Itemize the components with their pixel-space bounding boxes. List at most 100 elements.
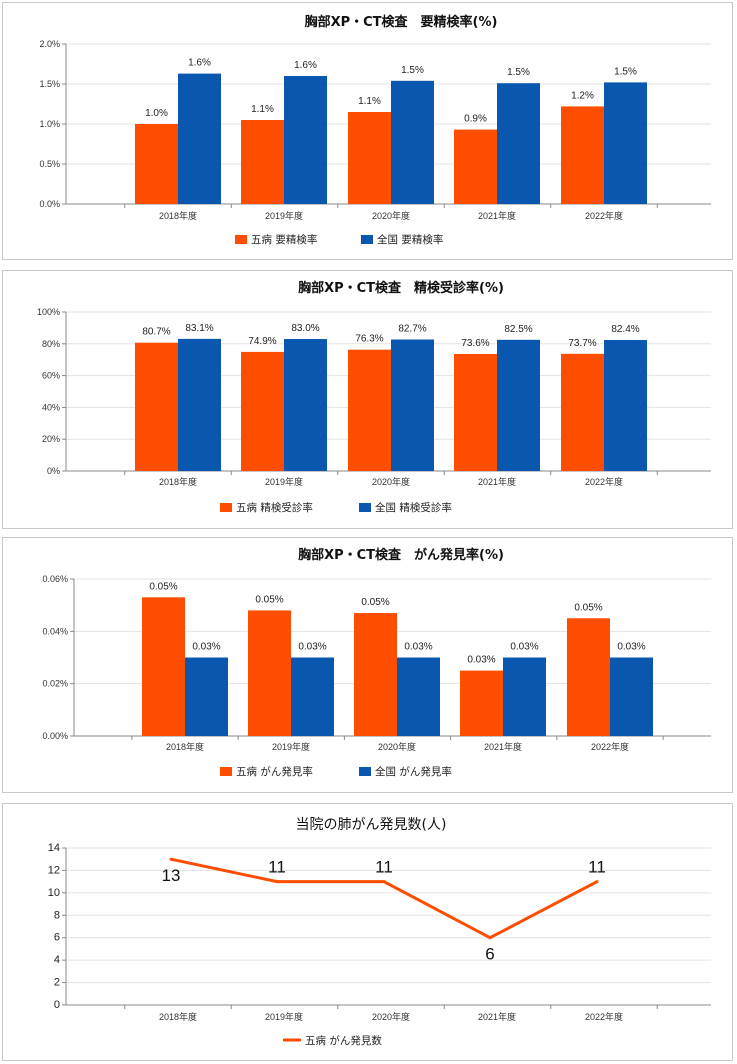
bar-zenkoku <box>604 339 647 471</box>
bar-zenkoku <box>503 657 546 736</box>
y-tick-label: 2 <box>54 977 60 989</box>
bar-zenkoku <box>178 73 221 204</box>
data-label: 1.5% <box>614 66 637 77</box>
x-tick-label: 2019年度 <box>265 1011 303 1022</box>
y-tick-label: 0 <box>54 999 60 1011</box>
y-tick-label: 0.0% <box>39 199 60 209</box>
data-label: 11 <box>375 858 393 877</box>
chart-lung-cancer-count: 当院の肺がん発見数(人) 0 2 4 6 8 10 12 14 2018年度 2019年度 2020… <box>48 817 711 1047</box>
y-tick-label: 4 <box>54 954 60 966</box>
bar-zenkoku <box>604 82 647 204</box>
chart-panel-detection-rate: 胸部XP・CT検査 がん発見率(%) 0.00% 0.02% 0.04% 0.06% 2… <box>2 537 733 793</box>
y-tick-label: 0.04% <box>42 626 68 636</box>
y-tick-label: 80% <box>42 339 60 349</box>
chart-title: 胸部XP・CT検査 がん発見率(%) <box>298 547 504 563</box>
x-tick-label: 2020年度 <box>372 476 410 487</box>
bar-gobyo <box>348 349 391 471</box>
y-tick-label: 12 <box>48 864 60 876</box>
data-label: 0.9% <box>464 114 487 125</box>
x-tick-label: 2022年度 <box>585 476 623 487</box>
legend-label: 全国 がん発見率 <box>375 765 452 778</box>
data-point <box>488 936 492 940</box>
x-tick-label: 2018年度 <box>159 1011 197 1022</box>
data-point <box>382 880 386 884</box>
x-tick-label: 2022年度 <box>585 1011 623 1022</box>
bar-gobyo <box>460 670 503 736</box>
y-tick-label: 1.5% <box>39 79 60 89</box>
bar-gobyo <box>348 112 391 204</box>
bar-zenkoku <box>497 83 540 204</box>
data-label: 0.05% <box>149 581 177 592</box>
y-tick-label: 20% <box>42 434 60 444</box>
bar-gobyo <box>561 353 604 471</box>
bar-gobyo <box>561 106 604 204</box>
bar-zenkoku <box>185 657 228 736</box>
y-tick-label: 0.06% <box>42 574 68 584</box>
x-tick-label: 2021年度 <box>478 210 516 221</box>
data-label: 0.05% <box>361 597 389 608</box>
bar-zenkoku <box>391 339 434 471</box>
y-tick-label: 100% <box>37 307 60 317</box>
bar-gobyo <box>142 597 185 736</box>
data-label: 1.6% <box>294 60 317 71</box>
chart-title: 当院の肺がん発見数(人) <box>296 817 447 833</box>
bar-gobyo <box>248 610 291 736</box>
data-label: 0.05% <box>255 594 283 605</box>
x-tick-label: 2022年度 <box>591 741 629 752</box>
bar-gobyo <box>135 342 178 471</box>
chart-detection-rate: 胸部XP・CT検査 がん発見率(%) 0.00% 0.02% 0.04% 0.06% 2… <box>42 547 711 778</box>
x-tick-label: 2020年度 <box>372 1011 410 1022</box>
legend-swatch <box>359 767 371 776</box>
bar-gobyo <box>454 129 497 204</box>
bar-gobyo <box>567 618 610 736</box>
legend-label: 五病 がん発見数 <box>305 1034 382 1047</box>
chart-panel-followup-rate: 胸部XP・CT検査 精検受診率(%) 0% 20% 40% 60% 80% 100% 201… <box>2 270 733 529</box>
x-tick-label: 2019年度 <box>265 476 303 487</box>
data-label: 1.6% <box>188 58 211 69</box>
bar-zenkoku <box>284 76 327 204</box>
data-label: 82.7% <box>398 324 426 335</box>
y-tick-label: 8 <box>54 909 60 921</box>
y-tick-label: 0.02% <box>42 679 68 689</box>
x-tick-label: 2020年度 <box>372 210 410 221</box>
x-tick-label: 2019年度 <box>272 741 310 752</box>
data-label: 1.5% <box>401 65 424 76</box>
data-label: 76.3% <box>355 334 383 345</box>
data-label: 1.2% <box>571 90 594 101</box>
chart-followup-rate: 胸部XP・CT検査 精検受診率(%) 0% 20% 40% 60% 80% 100% 201… <box>37 280 711 514</box>
bar-gobyo <box>135 124 178 204</box>
x-tick-label: 2021年度 <box>478 476 516 487</box>
bar-gobyo <box>354 613 397 736</box>
data-label: 82.5% <box>504 324 532 335</box>
y-tick-label: 0.5% <box>39 159 60 169</box>
x-tick-label: 2020年度 <box>378 741 416 752</box>
legend-swatch <box>359 503 371 512</box>
data-label: 83.0% <box>291 323 319 334</box>
data-label: 73.7% <box>568 338 596 349</box>
data-label: 0.03% <box>192 642 220 653</box>
data-label: 0.03% <box>298 642 326 653</box>
bar-zenkoku <box>610 657 653 736</box>
data-label: 73.6% <box>461 338 489 349</box>
x-tick-label: 2021年度 <box>478 1011 516 1022</box>
data-label: 1.1% <box>251 104 274 115</box>
data-label: 0.05% <box>574 602 602 613</box>
legend-swatch <box>235 235 247 244</box>
data-label: 80.7% <box>142 327 170 338</box>
y-tick-label: 2.0% <box>39 39 60 49</box>
x-tick-label: 2019年度 <box>265 210 303 221</box>
bar-gobyo <box>454 353 497 471</box>
data-label: 13 <box>162 866 181 885</box>
chart-panel-detail-rate: 胸部XP・CT検査 要精検率(%) 0.0% 0.5% 1.0% 1.5% 2.0% 20… <box>2 2 733 260</box>
data-label: 0.03% <box>510 642 538 653</box>
y-tick-label: 1.0% <box>39 119 60 129</box>
y-tick-label: 60% <box>42 371 60 381</box>
x-tick-label: 2022年度 <box>585 210 623 221</box>
chart-detail-rate: 胸部XP・CT検査 要精検率(%) 0.0% 0.5% 1.0% 1.5% 2.0% 20… <box>39 14 711 246</box>
y-tick-label: 10 <box>48 887 60 899</box>
x-tick-label: 2018年度 <box>159 476 197 487</box>
legend-swatch <box>220 767 232 776</box>
bar-zenkoku <box>178 338 221 471</box>
y-tick-label: 14 <box>48 842 60 854</box>
data-label: 1.1% <box>358 96 381 107</box>
